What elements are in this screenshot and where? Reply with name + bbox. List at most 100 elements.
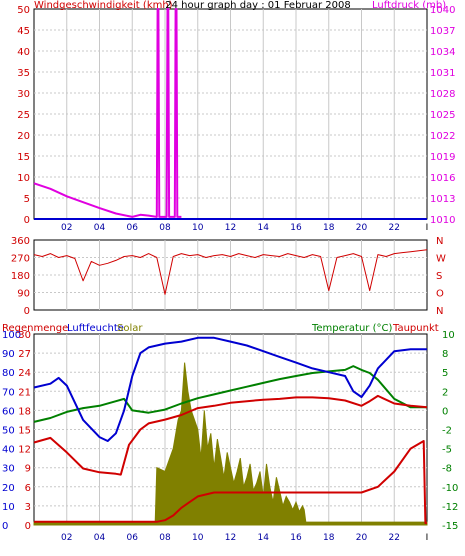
x-tick-end-label: I	[426, 533, 429, 543]
rain-tick-label: 21	[18, 387, 31, 398]
wind-tick-label: 20	[17, 131, 30, 142]
rain-legend-label: Regenmenge	[2, 323, 68, 334]
temperature-legend-label: Temperatur (°C)	[311, 323, 392, 334]
rain-tick-label: 6	[25, 483, 31, 494]
compass-tick-label: O	[436, 289, 444, 300]
direction-tick-label: 90	[17, 289, 30, 300]
rain-tick-label: 27	[18, 349, 31, 360]
pressure-tick-label: 1040	[430, 5, 455, 16]
x-tick-label: 02	[61, 223, 72, 233]
x-tick-label: 16	[290, 533, 302, 543]
direction-tick-label: 180	[11, 271, 30, 282]
wind-tick-label: 10	[17, 173, 30, 184]
x-tick-label: 18	[323, 533, 335, 543]
pressure-tick-label: 1010	[430, 215, 455, 226]
x-tick-label: 12	[225, 223, 236, 233]
x-tick-label: 14	[258, 223, 270, 233]
rain-tick-label: 12	[18, 445, 31, 456]
humidity-tick-label: 20	[2, 483, 15, 494]
wind-tick-label: 30	[17, 89, 30, 100]
humidity-tick-label: 10	[2, 502, 15, 513]
x-tick-end-label: I	[426, 223, 429, 233]
pressure-tick-label: 1031	[430, 68, 455, 79]
rain-tick-label: 30	[18, 330, 31, 341]
x-tick-label: 14	[258, 533, 270, 543]
humidity-tick-label: 30	[2, 464, 15, 475]
rain-series-line	[34, 440, 427, 525]
x-tick-label: 16	[290, 223, 302, 233]
pressure-tick-label: 1034	[430, 47, 455, 58]
rain-tick-label: 15	[18, 426, 31, 437]
chart-title: 24 hour graph day : 01 Februar 2008	[165, 0, 350, 11]
x-tick-label: 02	[61, 533, 72, 543]
wind-tick-label: 15	[17, 152, 30, 163]
humidity-tick-label: 80	[2, 368, 15, 379]
humidity-tick-label: 0	[2, 521, 8, 532]
wind-tick-label: 40	[17, 47, 30, 58]
x-tick-label: 04	[94, 223, 106, 233]
x-tick-label: 22	[389, 533, 400, 543]
humidity-tick-label: 60	[2, 406, 15, 417]
wind-tick-label: 45	[17, 26, 30, 37]
x-tick-label: 08	[159, 533, 171, 543]
pressure-axis-title: Luftdruck (mb)	[372, 0, 446, 11]
pressure-tick-label: 1016	[430, 173, 455, 184]
direction-tick-label: 360	[11, 236, 30, 247]
compass-tick-label: N	[436, 306, 443, 317]
wind-tick-label: 0	[24, 215, 30, 226]
temperature-tick-label: -2	[442, 426, 452, 437]
wind-tick-label: 50	[17, 5, 30, 16]
compass-tick-label: N	[436, 236, 443, 247]
humidity-series-line	[33, 336, 427, 442]
temperature-tick-label: -12	[442, 502, 458, 513]
x-tick-label: 20	[356, 533, 368, 543]
humidity-tick-label: 90	[2, 349, 15, 360]
humidity-tick-label: 100	[2, 330, 21, 341]
x-tick-label: 20	[356, 223, 368, 233]
humidity-legend-label: Luftfeuchte	[67, 323, 124, 334]
pressure-tick-label: 1028	[430, 89, 455, 100]
humidity-tick-label: 50	[2, 426, 15, 437]
direction-tick-label: 270	[11, 254, 30, 265]
temperature-tick-label: 0	[442, 406, 448, 417]
x-tick-label: 10	[192, 223, 204, 233]
pressure-tick-label: 1022	[430, 131, 455, 142]
pressure-tick-label: 1019	[430, 152, 455, 163]
x-tick-label: 12	[225, 533, 236, 543]
temperature-series-line	[33, 365, 427, 423]
humidity-tick-label: 70	[2, 387, 15, 398]
x-tick-label: 08	[159, 223, 171, 233]
temperature-tick-label: 2	[442, 387, 448, 398]
rain-tick-label: 0	[25, 521, 31, 532]
direction-series-line	[33, 249, 428, 295]
wind-axis-title: Windgeschwindigkeit (kmh)	[34, 0, 173, 11]
temperature-tick-label: -10	[442, 483, 458, 494]
x-tick-label: 18	[323, 223, 335, 233]
x-tick-label: 04	[94, 533, 106, 543]
temperature-tick-label: 5	[442, 368, 448, 379]
wind-tick-label: 35	[17, 68, 30, 79]
temperature-tick-label: -8	[442, 464, 452, 475]
temperature-tick-label: -5	[442, 445, 452, 456]
x-tick-label: 06	[127, 533, 139, 543]
rain-tick-label: 24	[18, 368, 31, 379]
rain-tick-label: 18	[18, 406, 31, 417]
x-tick-label: 10	[192, 533, 204, 543]
compass-tick-label: S	[436, 271, 442, 282]
wind-tick-label: 25	[17, 110, 30, 121]
compass-tick-label: W	[436, 254, 446, 265]
wind-tick-label: 5	[24, 194, 30, 205]
temperature-tick-label: 10	[442, 330, 455, 341]
rain-tick-label: 3	[25, 502, 31, 513]
pressure-tick-label: 1037	[430, 26, 455, 37]
pressure-tick-label: 1013	[430, 194, 455, 205]
temperature-tick-label: 8	[442, 349, 448, 360]
x-tick-label: 06	[127, 223, 139, 233]
x-tick-label: 22	[389, 223, 400, 233]
rain-tick-label: 9	[25, 464, 31, 475]
temperature-tick-label: -15	[442, 521, 458, 532]
pressure-tick-label: 1025	[430, 110, 455, 121]
wind-series-line	[33, 8, 182, 218]
solar-legend-label: Solar	[117, 323, 143, 334]
